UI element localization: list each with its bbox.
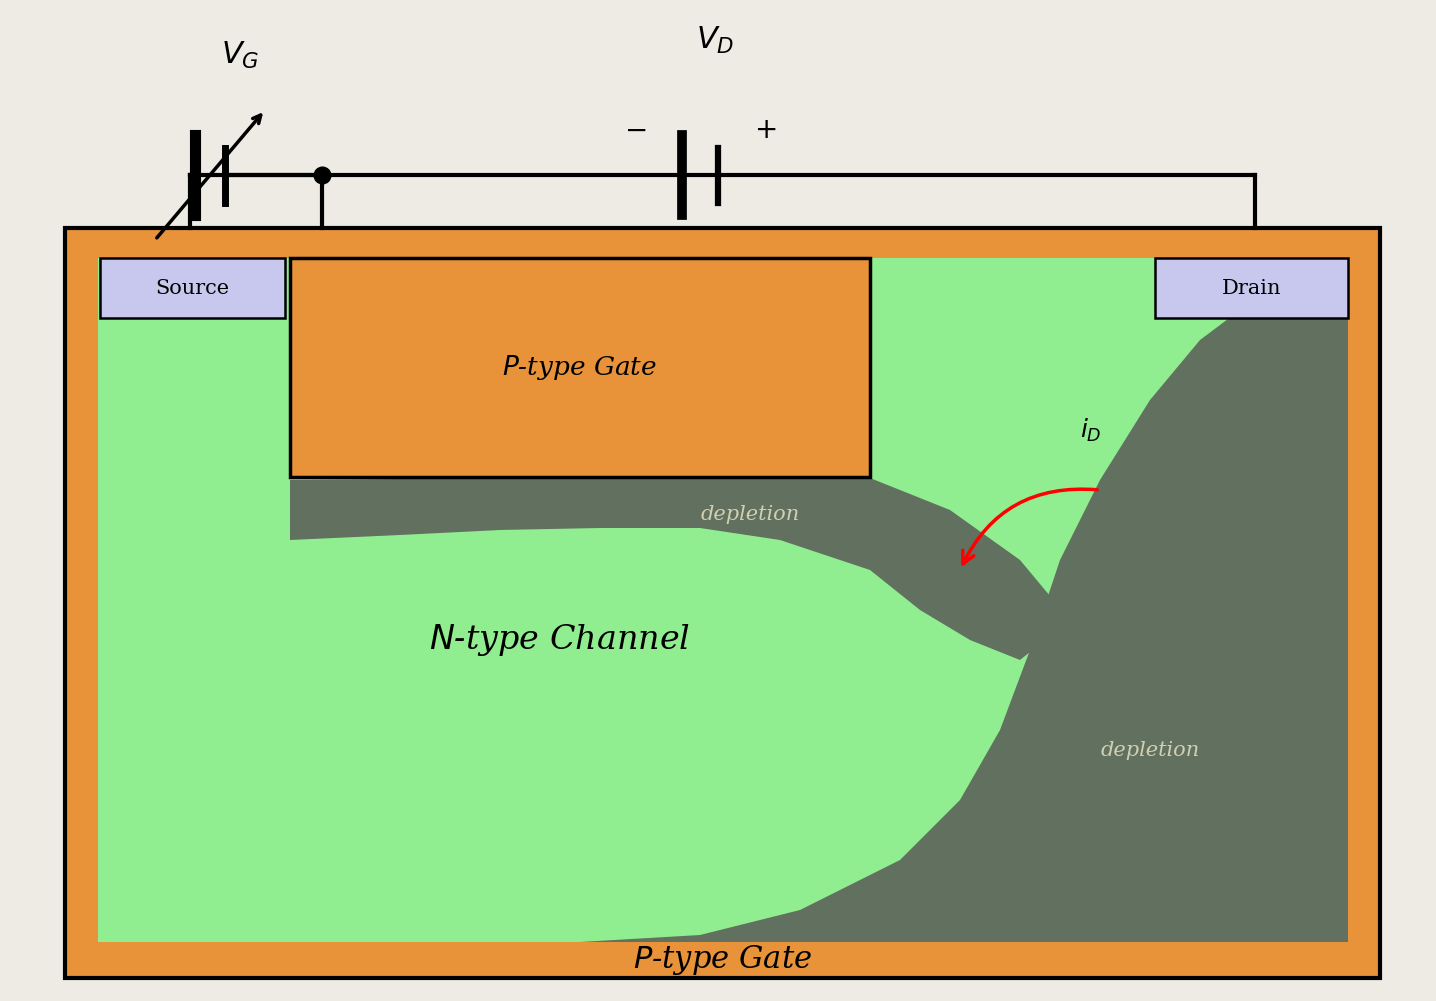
Text: depletion: depletion	[1100, 741, 1199, 760]
Text: $P$-type Gate: $P$-type Gate	[503, 353, 658, 382]
Text: Drain: Drain	[1222, 278, 1281, 297]
Text: depletion: depletion	[701, 506, 800, 525]
Bar	[98, 258, 1348, 942]
Polygon shape	[290, 475, 1070, 660]
Bar	[65, 228, 1380, 978]
Text: $V_G$: $V_G$	[221, 39, 258, 70]
Text: $i_D$: $i_D$	[1080, 416, 1101, 443]
Bar	[1155, 258, 1348, 318]
Polygon shape	[580, 258, 1348, 942]
FancyArrowPatch shape	[157, 115, 261, 238]
Text: $+$: $+$	[754, 116, 777, 143]
Text: Source: Source	[155, 278, 230, 297]
Text: $-$: $-$	[623, 116, 646, 143]
Text: $V_D$: $V_D$	[696, 24, 734, 55]
Text: $P$-type Gate: $P$-type Gate	[633, 943, 811, 977]
Text: $N$-type Channel: $N$-type Channel	[429, 622, 691, 658]
Bar	[290, 258, 870, 477]
FancyArrowPatch shape	[962, 489, 1097, 564]
Bar	[101, 258, 284, 318]
